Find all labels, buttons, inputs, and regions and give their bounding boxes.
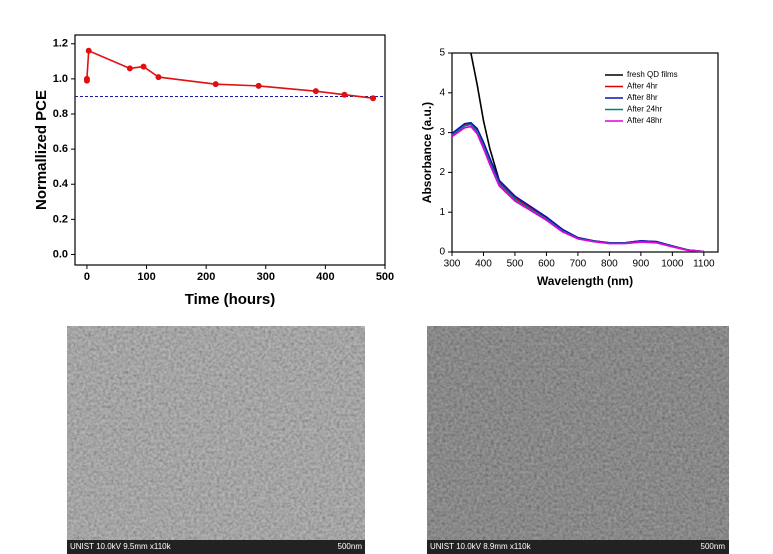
x-axis-label: Wavelength (nm) [537, 274, 633, 288]
series-line [452, 121, 704, 252]
x-tick-label: 500 [507, 259, 524, 270]
x-axis-label: Time (hours) [185, 291, 276, 308]
y-tick-label: 2 [439, 167, 445, 178]
x-tick-label: 200 [197, 271, 215, 283]
data-point [341, 91, 348, 98]
y-tick-label: 5 [439, 48, 445, 59]
legend-label: fresh QD films [627, 70, 678, 79]
data-point [85, 47, 92, 54]
data-point [370, 95, 377, 102]
image-scale: 500nm [701, 542, 726, 551]
sem-image: UNIST 10.0kV 8.9mm x110k 500nm [427, 326, 729, 554]
x-tick-label: 800 [601, 259, 618, 270]
y-axis-label: Absorbance (a.u.) [420, 102, 434, 203]
y-axis-label: Normallized PCE [33, 90, 50, 210]
image-bar [427, 540, 729, 554]
image-bar [67, 540, 365, 554]
x-tick-label: 0 [84, 271, 90, 283]
x-tick-label: 600 [538, 259, 555, 270]
image-caption: UNIST 10.0kV 8.9mm x110k [430, 542, 532, 551]
x-tick-label: 400 [316, 271, 334, 283]
series-line [452, 123, 704, 252]
image-texture [67, 326, 365, 554]
image-caption: UNIST 10.0kV 9.5mm x110k [70, 542, 172, 551]
legend-label: After 48hr [627, 116, 662, 125]
sem-image: UNIST 10.0kV 9.5mm x110k 500nm [67, 326, 365, 554]
series-line [470, 53, 704, 252]
data-point [140, 63, 147, 70]
x-tick-label: 300 [444, 259, 461, 270]
y-tick-label: 1.2 [53, 38, 68, 50]
legend-label: After 24hr [627, 105, 662, 114]
data-point [83, 75, 90, 82]
y-tick-label: 4 [439, 87, 445, 98]
data-point [255, 82, 262, 89]
data-point [126, 65, 133, 72]
x-tick-label: 1000 [661, 259, 684, 270]
y-tick-label: 0.0 [53, 248, 68, 260]
data-point [155, 74, 162, 81]
x-tick-label: 500 [376, 271, 394, 283]
data-point [212, 81, 219, 88]
x-tick-label: 400 [475, 259, 492, 270]
y-tick-label: 0.2 [53, 213, 68, 225]
y-tick-label: 0.4 [53, 178, 69, 190]
y-tick-label: 1.0 [53, 73, 68, 85]
y-tick-label: 0.8 [53, 108, 68, 120]
series-line [452, 125, 704, 252]
y-tick-label: 0.6 [53, 143, 68, 155]
plot-frame [451, 52, 719, 253]
x-tick-label: 700 [570, 259, 587, 270]
x-tick-label: 300 [257, 271, 275, 283]
plot-frame [74, 34, 386, 266]
x-tick-label: 900 [633, 259, 650, 270]
image-scale: 500nm [338, 542, 363, 551]
data-point [312, 88, 319, 95]
y-tick-label: 3 [439, 127, 445, 138]
legend-label: After 4hr [627, 82, 658, 91]
y-tick-label: 1 [439, 207, 445, 218]
x-tick-label: 1100 [693, 259, 715, 270]
x-tick-label: 100 [137, 271, 155, 283]
image-texture [427, 326, 729, 554]
series-line [452, 122, 704, 252]
data-line [86, 49, 374, 99]
y-tick-label: 0 [439, 247, 445, 258]
legend-label: After 8hr [627, 93, 658, 102]
